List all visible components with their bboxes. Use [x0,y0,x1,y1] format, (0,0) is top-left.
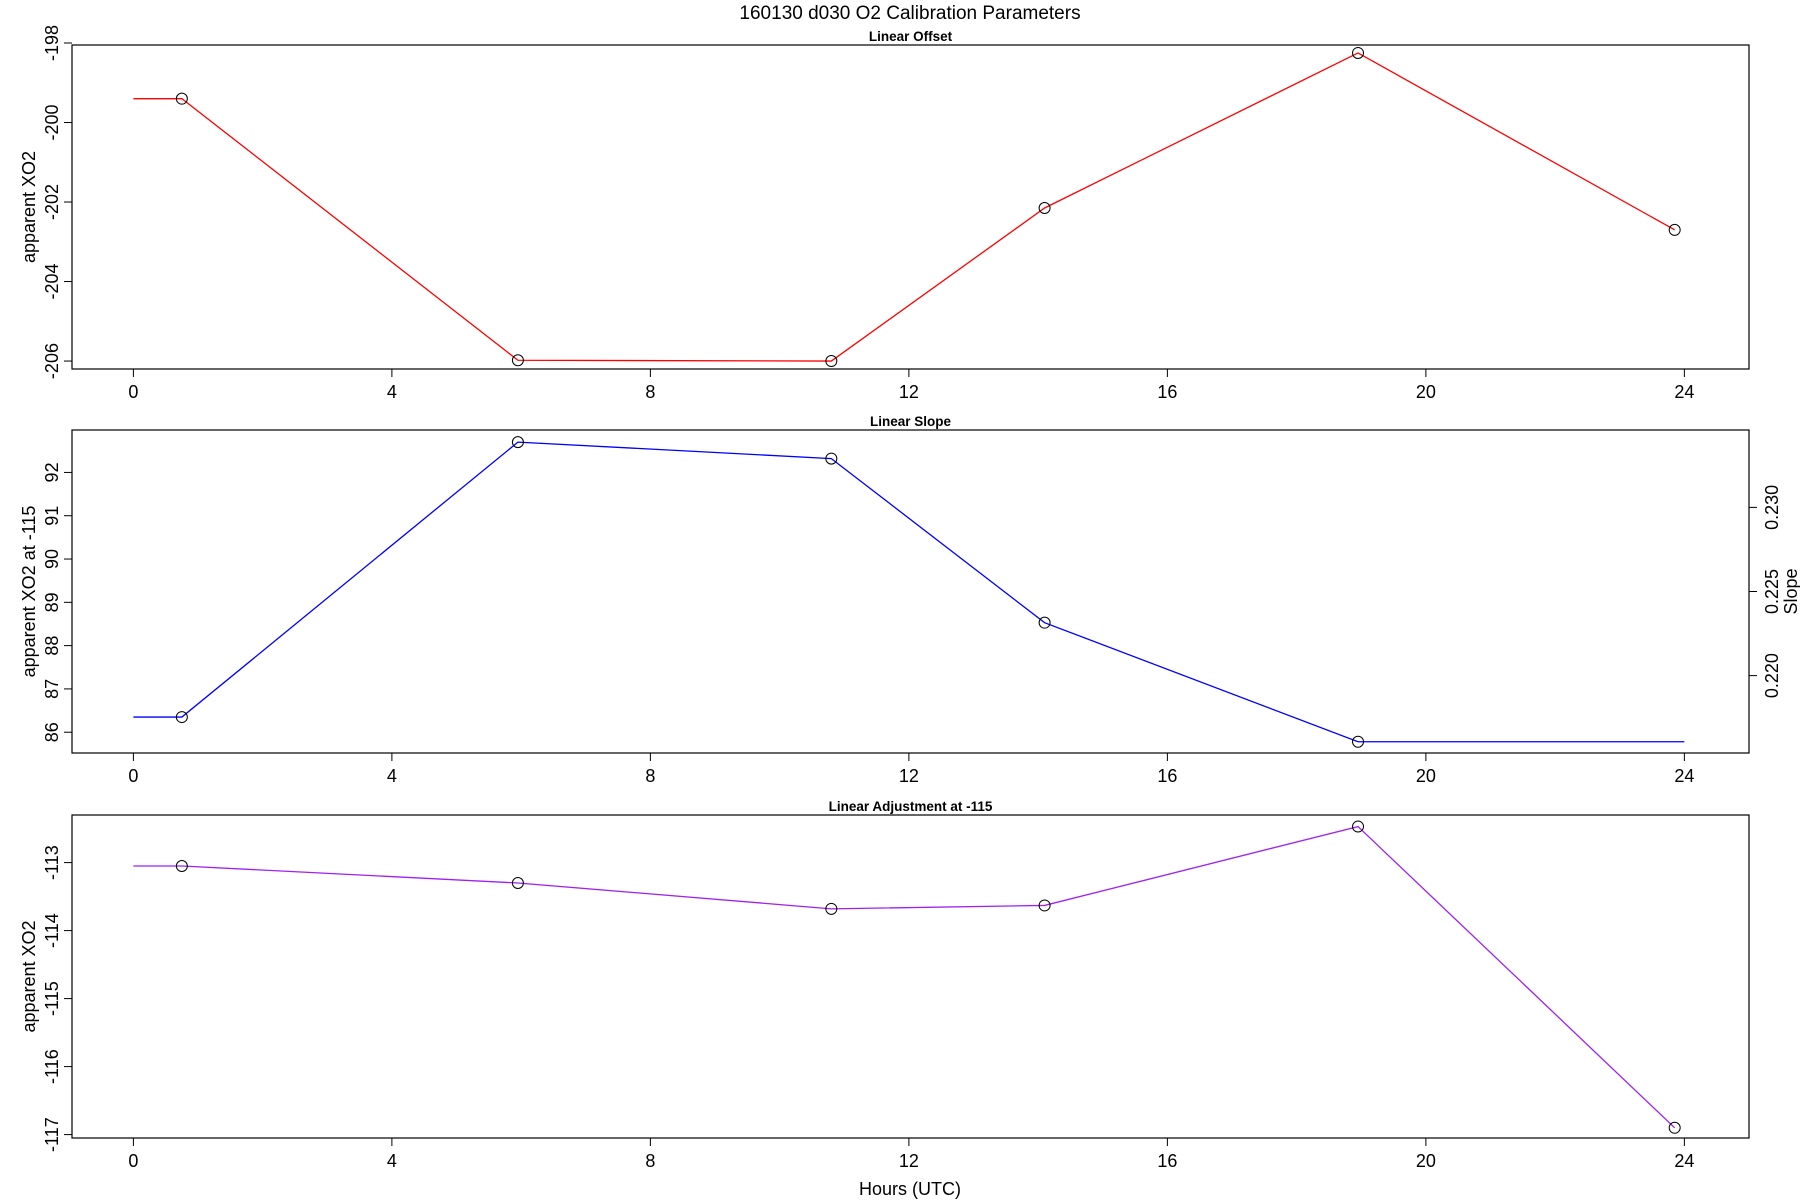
data-point [1038,201,1051,214]
right-y-tick-label: 0.220 [1762,653,1782,698]
right-y-axis-label: Slope [1781,568,1800,614]
x-tick-label: 24 [1674,382,1694,402]
x-tick-label: 20 [1416,766,1436,786]
y-tick-label: -204 [42,264,62,300]
y-tick-label: -206 [42,343,62,379]
y-tick-label: -198 [42,25,62,61]
x-tick-label: 8 [645,382,655,402]
panel-title: Linear Adjustment at -115 [829,799,993,814]
y-tick-label: -115 [42,981,62,1016]
x-tick-label: 4 [387,766,397,786]
x-tick-label: 12 [899,766,919,786]
x-tick-label: 20 [1416,382,1436,402]
y-tick-label: 87 [42,679,62,699]
data-point [825,355,838,368]
y-tick-label: 88 [42,636,62,656]
x-tick-label: 16 [1157,1151,1177,1171]
x-tick-label: 24 [1674,766,1694,786]
series-line [133,52,1675,362]
y-axis-label: apparent XO2 [19,920,39,1032]
panel-linear-adjustment-at-115: Linear Adjustment at -115 0 4 8 12 16 20 24 -113… [19,799,1750,1171]
figure-title: 160130 d030 O2 Calibration Parameters [739,3,1080,24]
y-tick-label: -113 [42,845,62,880]
series-line [133,441,1685,743]
x-tick-label: 8 [645,766,655,786]
x-tick-label: 24 [1674,1151,1694,1171]
data-point [175,92,188,105]
panel-linear-offset: Linear Offset 0 4 8 12 16 20 24 -198 -200 -202 -204… [19,25,1750,402]
panel-linear-slope: Linear Slope 0 4 8 12 16 20 24 86 87 88 89 90 91 92 app… [19,414,1800,786]
y-tick-label: -117 [42,1117,62,1152]
data-point [175,711,188,724]
y-tick-label: 89 [42,592,62,612]
x-tick-label: 8 [645,1151,655,1171]
plot-frame [71,814,1750,1139]
data-point [1352,735,1365,748]
x-tick-label: 20 [1416,1151,1436,1171]
data-point [511,877,524,889]
y-axis-label: apparent XO2 at -115 [19,506,39,678]
data-point [511,436,524,449]
right-y-tick-label: 0.225 [1762,569,1782,614]
data-point [1668,1121,1681,1134]
y-tick-label: -200 [42,105,62,141]
figure-x-axis-label: Hours (UTC) [859,1179,961,1199]
y-tick-label: -114 [42,913,62,948]
y-tick-label: 92 [42,462,62,482]
y-tick-label: -116 [42,1049,62,1084]
y-axis-label: apparent XO2 [19,151,39,263]
data-point [511,354,524,367]
x-tick-label: 0 [128,766,138,786]
y-tick-label: -202 [42,184,62,220]
x-tick-label: 16 [1157,382,1177,402]
x-tick-label: 16 [1157,766,1177,786]
data-point [175,860,188,872]
y-tick-label: 90 [42,549,62,569]
y-tick-label: 91 [42,506,62,526]
y-tick-label: 86 [42,722,62,742]
data-point [1352,46,1365,59]
x-tick-label: 12 [899,1151,919,1171]
series-line [133,825,1676,1129]
data-point [825,452,838,465]
x-tick-label: 0 [128,382,138,402]
data-point [1352,820,1365,833]
x-tick-label: 4 [387,382,397,402]
x-tick-label: 0 [128,1151,138,1171]
data-point [1038,616,1051,629]
panel-title: Linear Slope [870,414,952,429]
data-point [1668,223,1681,236]
panel-title: Linear Offset [869,29,953,44]
x-tick-label: 4 [387,1151,397,1171]
plot-frame [71,44,1750,370]
right-y-tick-label: 0.230 [1762,485,1782,530]
chart-panels: Linear Offset 0 4 8 12 16 20 24 -198 -200 -202 -204… [19,25,1800,1171]
data-point [1038,899,1051,912]
x-tick-label: 12 [899,382,919,402]
data-point [825,902,838,915]
